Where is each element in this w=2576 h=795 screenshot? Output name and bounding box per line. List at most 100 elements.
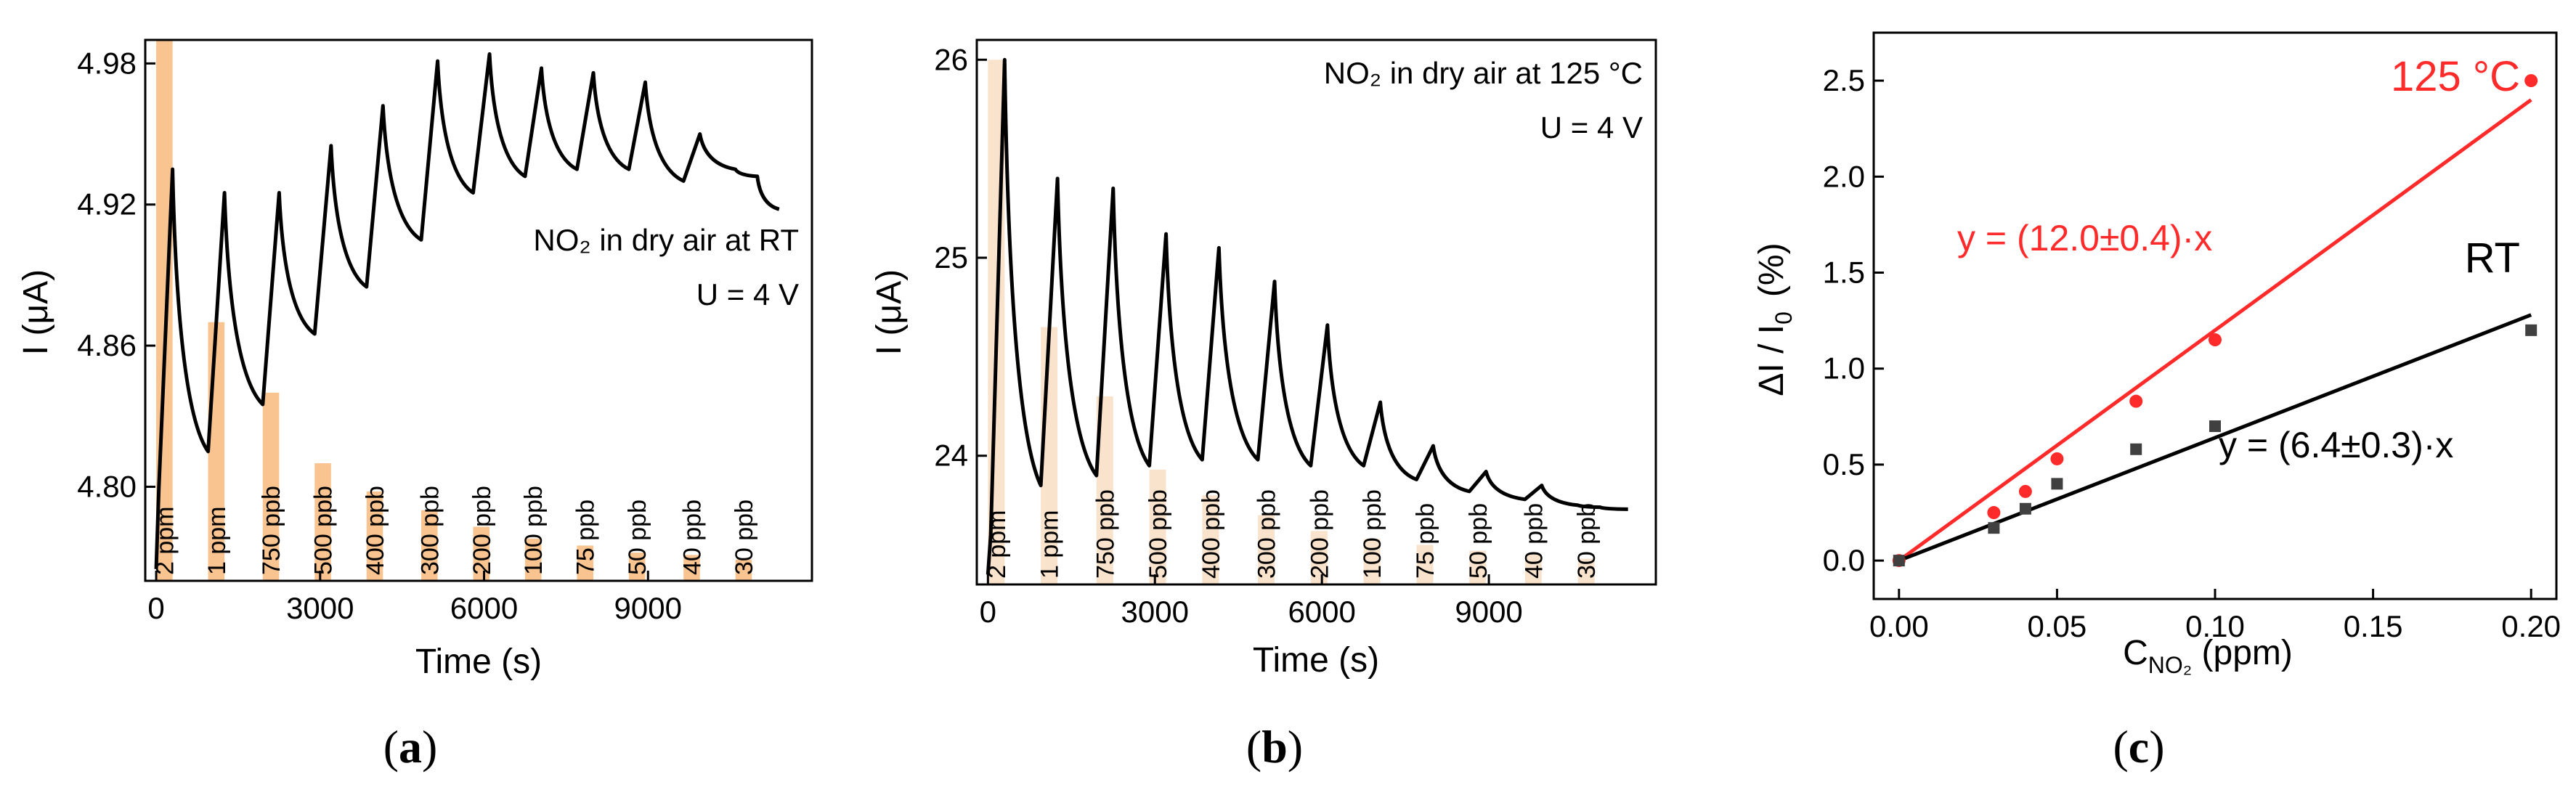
panel-c-125c-label: 125 °C — [2391, 53, 2520, 100]
c-point-125c — [2209, 333, 2222, 347]
b-pulse-bar — [1363, 539, 1381, 584]
panel-a-xlabel: Time (s) — [415, 643, 542, 681]
b-pulse-bar — [1258, 515, 1275, 584]
a-ytick-label: 4.98 — [77, 46, 137, 80]
panel-c-rt-fit-equation: y = (6.4±0.3)·x — [2219, 425, 2453, 465]
panel-a-ticks: 0 3000 6000 9000 4.80 4.86 4.92 4.98 — [77, 46, 682, 625]
a-xtick-label: 3000 — [286, 591, 354, 625]
b-pulse-label: 75 ppb — [1412, 503, 1439, 579]
b-pulse-label: 50 ppb — [1465, 503, 1492, 579]
a-ytick-label: 4.92 — [77, 187, 137, 221]
b-pulse-label: 100 ppb — [1359, 489, 1386, 579]
a-xtick-label: 6000 — [450, 591, 518, 625]
a-pulse-label: 500 ppb — [310, 486, 338, 575]
c-ytick-label: 1.5 — [1823, 256, 1865, 290]
b-ytick-label: 24 — [934, 439, 968, 473]
a-pulse-bar — [628, 553, 646, 581]
panel-a-ylabel: I (μA) — [17, 269, 55, 355]
panel-c-frame — [1872, 31, 2558, 600]
c-point-rt — [1893, 555, 1905, 567]
b-pulse-label: 200 ppb — [1306, 489, 1333, 579]
a-pulse-bar — [473, 526, 490, 581]
c-point-rt — [2525, 324, 2538, 336]
b-pulse-bar — [1577, 558, 1595, 584]
panel-b-chart: 2 ppm 1 ppm 750 ppb 500 ppb 400 ppb 300 ppb 20… — [870, 38, 1657, 680]
panel-b-ylabel: I (μA) — [870, 269, 909, 355]
b-pulse-label: 300 ppb — [1254, 489, 1281, 579]
a-ytick-label: 4.80 — [77, 469, 137, 503]
c-ytick-label: 2.5 — [1823, 63, 1865, 97]
panel-b-pulse-bars — [988, 60, 1595, 585]
c-point-125c — [2050, 452, 2064, 465]
b-pulse-label: 40 ppb — [1520, 503, 1548, 579]
panel-a-frame — [144, 38, 813, 582]
c-xtick-label: 0.20 — [2501, 609, 2561, 643]
c-xtick-label: 0.05 — [2028, 609, 2087, 643]
a-pulse-bar — [366, 491, 383, 581]
panel-c-chart: 0.00 0.05 0.10 0.15 0.20 0.0 0.5 1.0 1.5 2.0 2.5 1… — [1752, 31, 2561, 678]
c-ytick-label: 0.5 — [1823, 447, 1865, 481]
panel-a-current-trace — [154, 52, 780, 569]
a-pulse-label: 100 ppb — [520, 486, 548, 575]
a-pulse-label: 1 ppm — [203, 507, 231, 576]
c-point-rt — [2019, 502, 2031, 515]
a-pulse-label: 75 ppb — [572, 500, 600, 575]
a-xtick-label: 9000 — [614, 591, 682, 625]
caption-a: (a) — [383, 721, 438, 772]
a-pulse-label: 400 ppb — [362, 486, 389, 575]
panel-b-gas-annotation: NO₂ in dry air at 125 °C — [1324, 56, 1643, 90]
c-point-125c — [2524, 74, 2538, 88]
a-ytick-label: 4.86 — [77, 328, 137, 362]
a-pulse-label: 50 ppb — [624, 500, 651, 575]
panel-b-xlabel: Time (s) — [1253, 641, 1379, 680]
b-pulse-bar — [1310, 531, 1328, 584]
b-xtick-label: 3000 — [1121, 595, 1189, 629]
c-fit-line — [1898, 313, 2532, 563]
a-pulse-label: 300 ppb — [416, 486, 444, 575]
b-pulse-bar — [1096, 396, 1113, 584]
caption-b: (b) — [1246, 721, 1303, 772]
c-xtick-label: 0.15 — [2344, 609, 2403, 643]
panel-c-points — [1892, 74, 2538, 568]
panel-c-ylabel: ΔI / I0(%) — [1752, 242, 1797, 396]
panel-a-pulse-labels: 2 ppm 1 ppm 750 ppb 500 ppb 400 ppb 300 ppb 20… — [151, 486, 758, 575]
b-pulse-label: 30 ppb — [1573, 503, 1601, 579]
a-pulse-bar — [735, 559, 752, 581]
panel-a-gas-annotation: NO₂ in dry air at RT — [533, 223, 799, 257]
b-pulse-label: 500 ppb — [1145, 489, 1172, 579]
panel-c-ticks: 0.00 0.05 0.10 0.15 0.20 0.0 0.5 1.0 1.5 2.0 2.5 — [1823, 63, 2561, 643]
panel-a-voltage-annotation: U = 4 V — [696, 277, 799, 311]
c-point-rt — [1988, 522, 2000, 534]
c-xtick-label: 0.10 — [2185, 609, 2245, 643]
panel-b-voltage-annotation: U = 4 V — [1540, 110, 1643, 144]
panel-c-rt-label: RT — [2465, 235, 2520, 282]
c-fit-line — [1898, 98, 2532, 563]
panel-b-frame — [975, 38, 1657, 586]
b-pulse-bar — [1469, 550, 1487, 584]
panel-a-pulse-bars — [156, 40, 752, 581]
b-pulse-label: 1 ppm — [1036, 510, 1064, 579]
a-pulse-bar — [683, 555, 700, 581]
a-pulse-bar — [262, 392, 280, 581]
a-pulse-label: 40 ppb — [678, 500, 706, 575]
b-pulse-label: 750 ppb — [1092, 489, 1119, 579]
c-ytick-label: 1.0 — [1823, 351, 1865, 386]
svg-text:ΔI / I0(%): ΔI / I0(%) — [1752, 242, 1797, 396]
c-point-rt — [2051, 478, 2063, 490]
c-ytick-label: 2.0 — [1823, 159, 1865, 193]
b-pulse-bar — [1202, 495, 1219, 584]
b-xtick-label: 9000 — [1455, 595, 1522, 629]
caption-c: (c) — [2113, 721, 2164, 772]
c-ytick-label: 0.0 — [1823, 543, 1865, 577]
b-pulse-bar — [1416, 545, 1434, 584]
b-xtick-label: 0 — [980, 595, 996, 629]
panel-b-ticks: 0 3000 6000 9000 24 25 26 — [934, 42, 1523, 629]
b-pulse-bar — [1149, 469, 1166, 584]
a-pulse-bar — [577, 545, 594, 581]
b-ytick-label: 25 — [934, 240, 968, 274]
c-point-125c — [2018, 484, 2032, 498]
panel-c-125c-fit-equation: y = (12.0±0.4)·x — [1957, 218, 2212, 258]
c-point-125c — [2129, 394, 2143, 408]
a-pulse-bar — [314, 463, 331, 581]
